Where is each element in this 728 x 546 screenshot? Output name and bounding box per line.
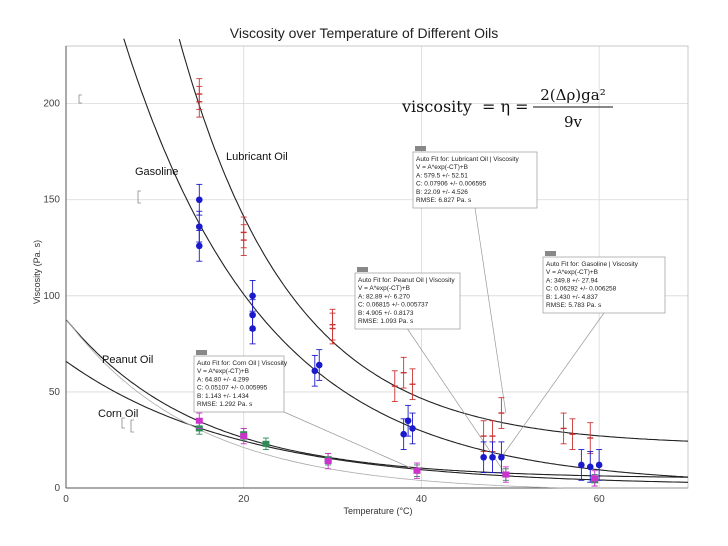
- formula-lhs: viscosity: [401, 97, 472, 116]
- fit-box-frame: [193, 355, 285, 413]
- fit-box-line: C: 0.05107 +/- 0.005995: [197, 385, 268, 392]
- series-label-lubricant: Lubricant Oil: [226, 151, 288, 163]
- fit-box-line: RMSE: 1.093 Pa. s: [358, 318, 414, 325]
- data-point-peanut: [591, 475, 599, 482]
- fit-box-line: C: 0.07906 +/- 0.006595: [416, 181, 487, 188]
- fit-box-frame: [542, 256, 666, 314]
- data-point-gasoline: [195, 242, 203, 250]
- data-point-peanut: [413, 467, 421, 474]
- fit-box-line: A: 579.5 +/- 52.51: [416, 172, 468, 179]
- data-point-peanut: [502, 471, 510, 478]
- fit-curve-lubricant: [178, 38, 689, 442]
- data-point-peanut: [324, 458, 332, 465]
- tick-labels: 0 20 40 60 0 50 100 150 200: [43, 99, 605, 505]
- fit-leader-peanut: [407, 328, 507, 475]
- x-tick-label: 60: [594, 494, 606, 505]
- fit-curves: [65, 38, 689, 489]
- bracket-mark: [121, 417, 125, 429]
- data-point-peanut: [240, 433, 248, 440]
- fit-box-line: A: 82.89 +/- 6.270: [358, 293, 410, 300]
- x-axis-label: Temperature (°C): [343, 506, 412, 516]
- y-tick-label: 150: [43, 195, 60, 206]
- fit-box-handle-icon: [196, 350, 207, 355]
- fit-leader-lubricant: [474, 207, 507, 414]
- data-point-peanut: [195, 417, 203, 424]
- viscosity-formula: viscosity = η = 2(Δρ)ga² 9v: [401, 86, 613, 131]
- fit-box-line: Auto Fit for: Peanut Oil | Viscosity: [358, 277, 455, 284]
- y-axis-label: Viscosity (Pa. s): [32, 240, 42, 304]
- formula-numerator: 2(Δρ)ga²: [540, 86, 605, 104]
- series-label-gasoline: Gasoline: [135, 166, 178, 178]
- fit-box-line: A: 64.80 +/- 4.299: [197, 376, 249, 383]
- fit-leader-gasoline: [501, 312, 605, 458]
- fit-box-line: V = A*exp(-CT)+B: [197, 368, 249, 375]
- data-point-gasoline: [311, 367, 319, 375]
- fit-box-line: B: 4.905 +/- 0.8173: [358, 310, 414, 317]
- fit-box-line: B: 22.09 +/- 4.526: [416, 189, 468, 196]
- fit-curve-gasoline: [123, 38, 689, 478]
- fit-box-handle-icon: [357, 267, 368, 272]
- bracket-mark: [130, 419, 134, 433]
- data-point-gasoline: [586, 463, 594, 471]
- x-tick-label: 40: [416, 494, 428, 505]
- fit-box-line: V = A*exp(-CT)+B: [416, 164, 468, 171]
- bracket-mark: [137, 190, 141, 204]
- data-point-gasoline: [315, 361, 323, 369]
- data-point-gasoline: [578, 461, 585, 469]
- fit-box-frame: [354, 272, 461, 330]
- data-point-gasoline: [489, 453, 496, 461]
- fit-box-line: RMSE: 1.292 Pa. s: [197, 401, 253, 408]
- fit-box-line: RMSE: 6.827 Pa. s: [416, 197, 472, 204]
- data-point-gasoline: [195, 223, 203, 230]
- fit-boxes: Auto Fit for: Lubricant Oil | ViscosityV…: [193, 146, 666, 413]
- fit-box-frame: [412, 151, 538, 209]
- bracket-mark: [78, 94, 82, 104]
- fit-box-line: Auto Fit for: Lubricant Oil | Viscosity: [416, 156, 519, 163]
- fit-box-line: B: 1.430 +/- 4.837: [546, 294, 598, 301]
- data-point-gasoline: [249, 325, 256, 332]
- fit-box-line: Auto Fit for: Corn Oil | Viscosity: [197, 360, 288, 367]
- y-tick-label: 0: [54, 483, 60, 494]
- data-point-gasoline: [195, 196, 203, 204]
- data-point-gasoline: [409, 425, 416, 432]
- fit-box-lubricant: Auto Fit for: Lubricant Oil | ViscosityV…: [412, 146, 538, 209]
- data-point-gasoline: [498, 453, 505, 461]
- fit-curve-corn: [65, 360, 688, 483]
- fit-leader-lines: [283, 207, 605, 475]
- fit-box-handle-icon: [415, 146, 426, 151]
- fit-box-line: B: 1.143 +/- 1.434: [197, 393, 249, 400]
- fit-box-line: V = A*exp(-CT)+B: [546, 269, 598, 276]
- data-point-gasoline: [595, 461, 603, 469]
- data-point-corn: [262, 440, 270, 447]
- formula-eq: = η =: [482, 97, 529, 116]
- fit-box-line: A: 349.8 +/- 27.94: [546, 277, 598, 284]
- series-label-peanut: Peanut Oil: [102, 354, 153, 366]
- fit-box-line: V = A*exp(-CT)+B: [358, 285, 410, 292]
- data-points: [195, 78, 603, 487]
- fit-leader-corn: [283, 411, 418, 472]
- fit-curve-extra: [65, 318, 688, 489]
- formula-denominator: 9v: [564, 113, 583, 131]
- data-point-gasoline: [249, 292, 256, 300]
- chart-title: Viscosity over Temperature of Different …: [230, 25, 498, 41]
- x-tick-label: 0: [63, 494, 69, 505]
- y-tick-label: 200: [43, 99, 60, 110]
- fit-box-line: Auto Fit for: Gasoline | Viscosity: [546, 261, 639, 268]
- y-tick-label: 100: [43, 291, 60, 302]
- fit-box-line: RMSE: 5.783 Pa. s: [546, 302, 602, 309]
- series-label-corn: Corn Oil: [98, 408, 138, 420]
- fit-curve-peanut: [65, 318, 688, 478]
- fit-box-line: C: 0.06292 +/- 0.006258: [546, 286, 617, 293]
- x-tick-label: 20: [238, 494, 250, 505]
- data-point-gasoline: [480, 453, 487, 461]
- y-tick-label: 50: [49, 387, 61, 398]
- fit-box-handle-icon: [545, 251, 556, 256]
- bracket-markers: [78, 94, 141, 433]
- fit-box-line: C: 0.06815 +/- 0.005737: [358, 302, 429, 309]
- data-point-gasoline: [404, 417, 412, 425]
